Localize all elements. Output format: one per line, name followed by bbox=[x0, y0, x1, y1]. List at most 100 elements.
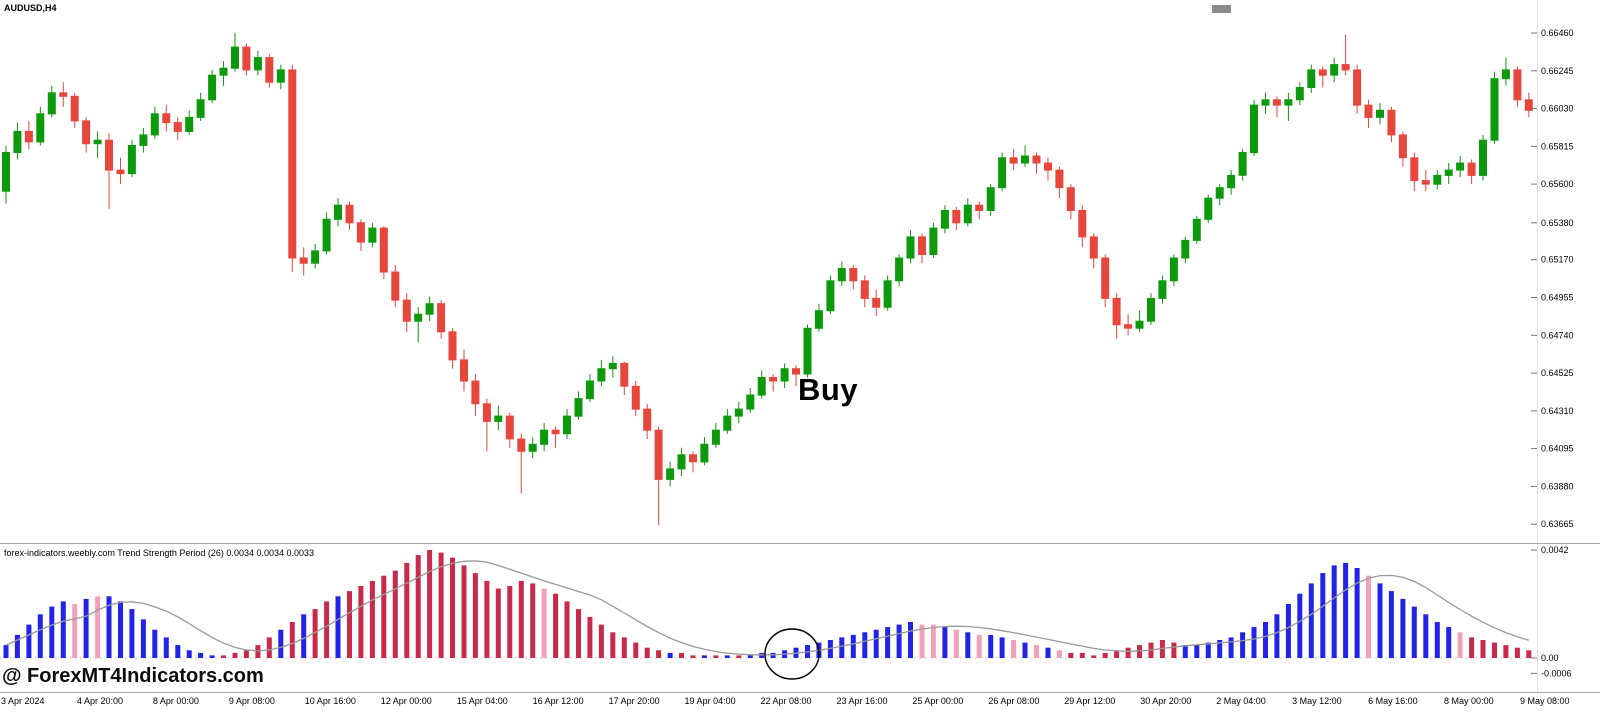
candle-body bbox=[1307, 69, 1316, 89]
candle-body bbox=[1433, 174, 1442, 185]
histogram-bar bbox=[450, 557, 455, 658]
histogram-bar bbox=[1045, 647, 1051, 658]
candle-body bbox=[883, 280, 892, 308]
candle-body bbox=[311, 250, 320, 264]
candle-body bbox=[826, 280, 835, 312]
histogram-bar bbox=[1228, 637, 1234, 658]
histogram-bar bbox=[1079, 652, 1085, 658]
histogram-bar bbox=[438, 552, 444, 658]
candle-body bbox=[1364, 104, 1373, 118]
histogram-bar bbox=[988, 634, 994, 658]
candle-body bbox=[1410, 157, 1419, 182]
histogram-bar bbox=[1480, 640, 1486, 658]
candle-body bbox=[1353, 69, 1362, 106]
histogram-bar bbox=[873, 629, 879, 658]
price-tick-label: 0.65600 bbox=[1541, 179, 1574, 189]
time-label: 6 May 16:00 bbox=[1368, 696, 1418, 706]
candle-body bbox=[105, 139, 113, 171]
candle-body bbox=[1101, 257, 1110, 299]
time-label: 16 Apr 12:00 bbox=[532, 696, 584, 706]
time-label: 8 May 00:00 bbox=[1444, 696, 1494, 706]
histogram-bar bbox=[72, 604, 78, 658]
candle-body bbox=[402, 299, 411, 322]
histogram-bar bbox=[140, 619, 146, 658]
price-scale[interactable] bbox=[1537, 0, 1600, 692]
histogram-bar bbox=[942, 627, 948, 658]
histogram-bar bbox=[953, 629, 959, 658]
candle-body bbox=[1192, 218, 1201, 241]
candle-body bbox=[711, 429, 720, 445]
time-label: 4 Apr 20:00 bbox=[76, 696, 123, 706]
candle-body bbox=[379, 227, 388, 273]
candle-body bbox=[814, 310, 823, 329]
histogram-bar bbox=[1205, 642, 1211, 658]
histogram-bar bbox=[1343, 562, 1349, 658]
symbol-timeframe-label: AUDUSD,H4 bbox=[4, 3, 57, 13]
histogram-bar bbox=[278, 629, 284, 658]
candle-body bbox=[1421, 180, 1430, 185]
histogram-bar bbox=[667, 652, 673, 658]
histogram-bar bbox=[736, 655, 742, 658]
candle-body bbox=[185, 116, 194, 133]
indicator-tick-label: 0.00 bbox=[1541, 653, 1559, 663]
candle-body bbox=[368, 227, 377, 243]
histogram-bar bbox=[381, 575, 387, 658]
time-axis-separator bbox=[0, 692, 1600, 693]
pane-divider[interactable] bbox=[0, 543, 1600, 544]
candle-body bbox=[1295, 87, 1304, 101]
candle-body bbox=[1341, 64, 1350, 71]
candle-body bbox=[13, 130, 22, 153]
candle-body bbox=[1021, 155, 1029, 164]
histogram-bar bbox=[999, 637, 1005, 658]
time-label: 9 Apr 08:00 bbox=[228, 696, 275, 706]
candle-body bbox=[1009, 157, 1018, 164]
histogram-bar bbox=[1125, 647, 1131, 658]
candle-body bbox=[219, 67, 228, 76]
histogram-bar bbox=[896, 624, 902, 658]
histogram-bar bbox=[1423, 614, 1429, 658]
candle-body bbox=[334, 204, 342, 220]
histogram-bar bbox=[1102, 652, 1108, 658]
histogram-bar bbox=[1320, 573, 1326, 658]
histogram-bar bbox=[530, 583, 536, 658]
price-tick-label: 0.63880 bbox=[1541, 481, 1574, 491]
candle-body bbox=[631, 385, 640, 410]
histogram-bar bbox=[1411, 606, 1417, 658]
candle-body bbox=[505, 415, 514, 440]
histogram-bar bbox=[461, 565, 467, 658]
histogram-bar bbox=[1285, 604, 1291, 658]
time-label: 23 Apr 16:00 bbox=[836, 696, 888, 706]
candle-body bbox=[654, 429, 663, 480]
candle-body bbox=[643, 408, 652, 431]
histogram-bar bbox=[175, 645, 181, 658]
histogram-bar bbox=[289, 622, 295, 658]
candle-body bbox=[998, 157, 1007, 189]
candle-body bbox=[93, 139, 102, 145]
time-axis[interactable]: 3 Apr 2024 4 Apr 20:00 8 Apr 00:00 9 Apr 08… bbox=[0, 695, 1600, 712]
histogram-bar bbox=[1526, 650, 1532, 658]
indicator-pane[interactable]: 0.0042 0.00 -0.0006 bbox=[0, 544, 1600, 692]
price-chart-pane[interactable]: 0.66460 0.66245 0.66030 0.65815 0.65600 0.653… bbox=[0, 0, 1600, 543]
histogram-bar bbox=[747, 655, 753, 658]
histogram-bar bbox=[885, 627, 891, 658]
candle-body bbox=[471, 380, 480, 405]
candle-body bbox=[1456, 162, 1465, 171]
histogram-bar bbox=[553, 593, 559, 658]
histogram-bar bbox=[1492, 642, 1497, 658]
time-label: 25 Apr 00:00 bbox=[912, 696, 964, 706]
candle-body bbox=[173, 122, 182, 132]
histogram-bar bbox=[839, 637, 845, 658]
histogram-bar bbox=[369, 580, 375, 658]
histogram-bar bbox=[1366, 575, 1371, 658]
chart-scroll-marker[interactable] bbox=[1212, 5, 1231, 13]
indicator-tick-label: 0.0042 bbox=[1541, 545, 1569, 555]
histogram-bar bbox=[49, 606, 55, 658]
histogram-bar bbox=[724, 655, 730, 658]
candle-body bbox=[689, 454, 697, 463]
candle-body bbox=[460, 359, 468, 382]
histogram-bar bbox=[347, 591, 352, 658]
candle-body bbox=[2, 152, 10, 192]
candle-body bbox=[70, 95, 79, 122]
candle-body bbox=[1318, 69, 1327, 76]
